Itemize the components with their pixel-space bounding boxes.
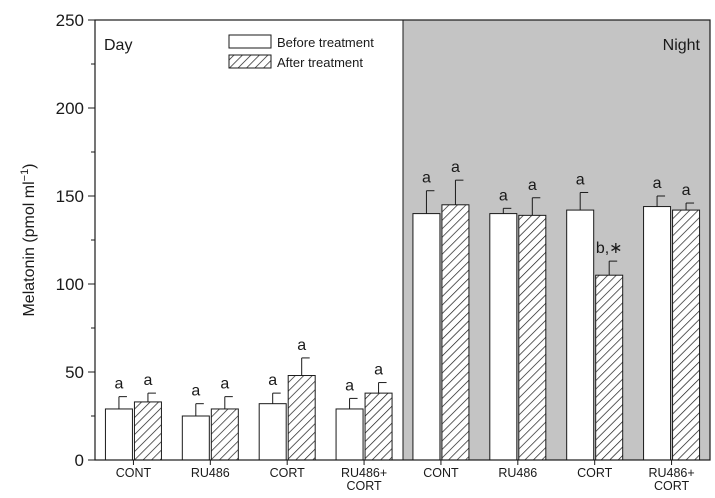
significance-label: a (374, 362, 383, 379)
bar-before-treatment (566, 209, 595, 461)
legend-label-before: Before treatment (277, 35, 374, 50)
significance-label: b,∗ (596, 240, 623, 257)
bar-after-treatment (133, 401, 162, 461)
significance-label: a (422, 170, 431, 187)
significance-label: a (114, 376, 123, 393)
legend-swatch-before (228, 34, 272, 49)
bar-before-treatment (643, 206, 672, 461)
panel-label-day: Day (104, 37, 132, 54)
y-axis-label-end: ) (21, 163, 38, 168)
bar-after-treatment (595, 274, 624, 461)
bar-before-treatment (104, 408, 133, 461)
significance-label: a (682, 182, 691, 199)
significance-label: a (191, 383, 200, 400)
significance-label: a (143, 372, 152, 389)
significance-label: a (268, 372, 277, 389)
significance-label: a (451, 159, 460, 176)
significance-label: a (528, 177, 537, 194)
bar-before-treatment (335, 408, 364, 461)
y-axis-label: Melatonin (pmol ml−1) (19, 163, 38, 316)
significance-label: a (297, 337, 306, 354)
y-tick-label: 100 (56, 275, 84, 294)
y-tick-label: 200 (56, 99, 84, 118)
x-tick-label: CORT (270, 466, 306, 480)
bar-before-treatment (489, 213, 518, 461)
bar-before-treatment (412, 213, 441, 461)
panel-label-night: Night (663, 37, 701, 54)
bar-before-treatment (258, 403, 287, 461)
significance-label: a (345, 377, 354, 394)
x-tick-label: RU486+ CORT (648, 466, 694, 493)
significance-label: a (653, 175, 662, 192)
plot-frame (94, 19, 711, 461)
bar-after-treatment (364, 392, 393, 461)
bar-after-treatment (518, 214, 547, 461)
x-tick-label: CONT (116, 466, 152, 480)
significance-label: a (220, 376, 229, 393)
y-axis-label-main: Melatonin (pmol ml (21, 181, 38, 316)
y-tick-label: 50 (65, 363, 84, 382)
x-tick-label: CORT (577, 466, 613, 480)
legend: Before treatment After treatment (228, 34, 374, 70)
bar-before-treatment (181, 415, 210, 461)
bar-after-treatment (210, 408, 239, 461)
y-tick-label: 0 (75, 451, 84, 470)
legend-swatch-after (228, 54, 272, 69)
x-tick-label: CONT (423, 466, 459, 480)
bar-after-treatment (441, 204, 470, 461)
y-tick-label: 150 (56, 187, 84, 206)
significance-label: a (499, 187, 508, 204)
bar-after-treatment (672, 209, 701, 461)
x-tick-label: RU486 (191, 466, 230, 480)
x-tick-label: RU486+ CORT (341, 466, 387, 493)
y-tick-label: 250 (56, 11, 84, 30)
legend-label-after: After treatment (277, 55, 363, 70)
bar-after-treatment (287, 375, 316, 461)
significance-label: a (576, 171, 585, 188)
y-axis-label-sup: −1 (19, 169, 31, 182)
x-tick-label: RU486 (498, 466, 537, 480)
